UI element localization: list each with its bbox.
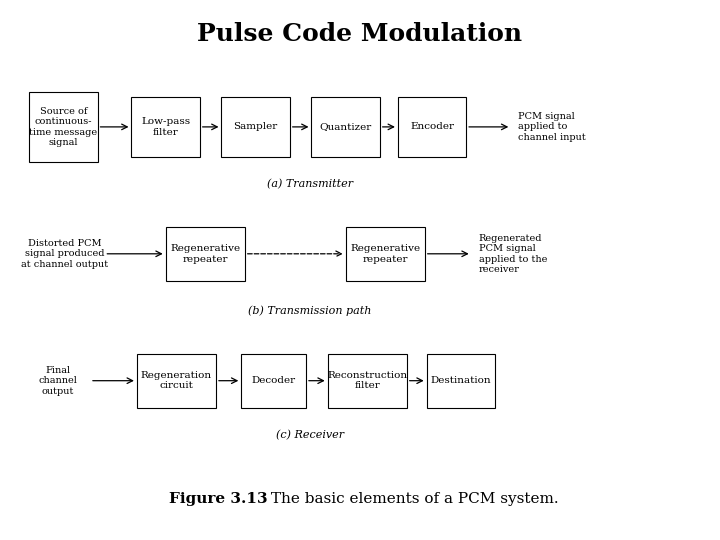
Text: Encoder: Encoder <box>410 123 454 131</box>
Text: Final
channel
output: Final channel output <box>38 366 77 396</box>
Text: Regeneration
circuit: Regeneration circuit <box>141 371 212 390</box>
Bar <box>311 97 380 157</box>
Text: Regenerated
PCM signal
applied to the
receiver: Regenerated PCM signal applied to the re… <box>479 234 547 274</box>
Bar <box>346 227 425 281</box>
Text: Regenerative
repeater: Regenerative repeater <box>350 244 420 264</box>
Bar <box>29 92 98 162</box>
Text: The basic elements of a PCM system.: The basic elements of a PCM system. <box>266 492 559 507</box>
Text: Sampler: Sampler <box>233 123 278 131</box>
Text: Quantizer: Quantizer <box>320 123 372 131</box>
Bar <box>132 97 199 157</box>
Text: (a) Transmitter: (a) Transmitter <box>266 178 353 189</box>
Text: Reconstruction
filter: Reconstruction filter <box>327 371 408 390</box>
Text: Destination: Destination <box>431 376 491 385</box>
Bar <box>241 354 306 408</box>
Text: Distorted PCM
signal produced
at channel output: Distorted PCM signal produced at channel… <box>21 239 109 269</box>
Text: (c) Receiver: (c) Receiver <box>276 429 343 440</box>
Bar <box>137 354 216 408</box>
Text: Decoder: Decoder <box>251 376 296 385</box>
Text: Regenerative
repeater: Regenerative repeater <box>170 244 240 264</box>
Bar <box>397 97 467 157</box>
Text: Low-pass
filter: Low-pass filter <box>141 117 190 137</box>
Bar <box>328 354 407 408</box>
Bar <box>166 227 245 281</box>
Text: Source of
continuous-
time message
signal: Source of continuous- time message signa… <box>30 107 97 147</box>
Text: Figure 3.13: Figure 3.13 <box>169 492 268 507</box>
Text: Pulse Code Modulation: Pulse Code Modulation <box>197 22 523 45</box>
Text: (b) Transmission path: (b) Transmission path <box>248 305 372 316</box>
Bar <box>222 97 289 157</box>
Bar <box>426 354 495 408</box>
Text: PCM signal
applied to
channel input: PCM signal applied to channel input <box>518 112 586 142</box>
